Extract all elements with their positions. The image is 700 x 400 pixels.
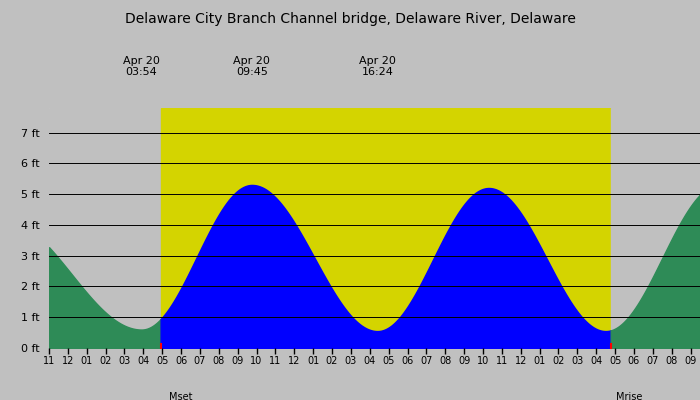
Text: Apr 20
03:54: Apr 20 03:54: [123, 56, 160, 78]
Bar: [49, 108, 161, 348]
Text: Mrise
16:46: Mrise 16:46: [616, 392, 644, 400]
Bar: [161, 108, 610, 348]
Text: Delaware City Branch Channel bridge, Delaware River, Delaware: Delaware City Branch Channel bridge, Del…: [125, 12, 575, 26]
Bar: [610, 108, 700, 348]
Text: Apr 20
09:45: Apr 20 09:45: [233, 56, 270, 78]
Text: Apr 20
16:24: Apr 20 16:24: [359, 56, 396, 78]
Text: Mset
04:55: Mset 04:55: [169, 392, 197, 400]
